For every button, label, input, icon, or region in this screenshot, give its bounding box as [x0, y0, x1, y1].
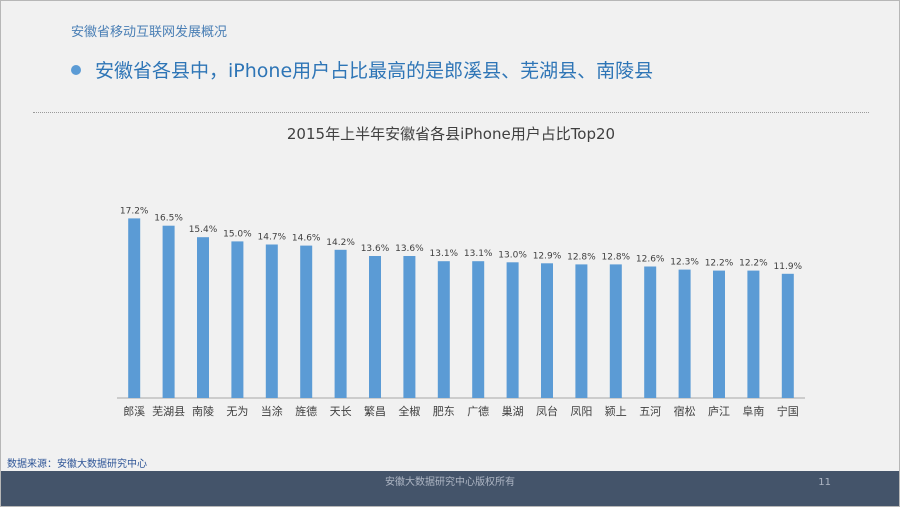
bar-11	[506, 262, 519, 398]
bar-5	[300, 245, 313, 398]
data-label-9: 13.1%	[430, 249, 459, 259]
category-label-15: 五河	[639, 405, 661, 418]
bar-14	[609, 264, 622, 398]
data-label-8: 13.6%	[395, 244, 424, 254]
category-label-2: 南陵	[192, 405, 214, 418]
data-label-17: 12.2%	[705, 259, 734, 269]
bar-6	[334, 249, 347, 398]
page-number: 11	[818, 477, 831, 488]
headline: 安徽省各县中，iPhone用户占比最高的是郎溪县、芜湖县、南陵县	[71, 56, 653, 83]
data-label-11: 13.0%	[498, 250, 527, 260]
data-label-18: 12.2%	[739, 259, 768, 269]
category-label-18: 阜南	[742, 405, 764, 418]
footer-copyright: 安徽大数据研究中心版权所有	[385, 477, 515, 488]
bar-3	[231, 241, 244, 398]
category-label-16: 宿松	[674, 404, 696, 418]
dotted-divider	[33, 112, 869, 113]
data-label-2: 15.4%	[189, 225, 218, 235]
category-label-7: 繁昌	[364, 404, 386, 418]
bar-4	[265, 244, 278, 398]
category-label-13: 凤阳	[570, 405, 592, 418]
bar-18	[747, 270, 760, 398]
bar-8	[403, 256, 416, 398]
category-label-12: 凤台	[536, 404, 558, 418]
bar-15	[644, 266, 657, 398]
bar-chart: 17.2% 郎溪 16.5% 芜湖县 15.4% 南陵 15.0% 无为 14.7% 当涂 14.6…	[117, 206, 805, 418]
bar-16	[678, 269, 691, 398]
bar-17	[713, 270, 725, 398]
bar-13	[575, 264, 588, 398]
category-label-8: 全椒	[398, 404, 420, 418]
category-label-17: 庐江	[708, 404, 730, 418]
data-label-15: 12.6%	[636, 255, 665, 265]
category-label-5: 旌德	[295, 404, 317, 418]
bar-12	[541, 263, 553, 398]
data-label-1: 16.5%	[154, 214, 183, 224]
data-source: 数据来源：安徽大数据研究中心	[7, 459, 147, 470]
data-label-4: 14.7%	[258, 233, 287, 243]
data-label-19: 11.9%	[774, 262, 803, 272]
section-title: 安徽省移动互联网发展概况	[71, 25, 228, 40]
category-label-19: 宁国	[777, 404, 799, 418]
data-label-16: 12.3%	[670, 258, 699, 268]
data-label-7: 13.6%	[361, 244, 390, 254]
category-label-6: 天长	[330, 405, 352, 418]
bar-10	[472, 261, 485, 398]
data-label-12: 12.9%	[533, 251, 562, 261]
bar-0	[128, 218, 141, 398]
bar-19	[781, 273, 794, 398]
data-label-6: 14.2%	[326, 238, 355, 248]
bar-1	[162, 225, 175, 398]
category-label-10: 广德	[467, 404, 489, 418]
category-label-9: 肥东	[433, 405, 455, 418]
data-label-5: 14.6%	[292, 234, 321, 244]
data-label-13: 12.8%	[567, 252, 596, 262]
category-label-3: 无为	[226, 405, 248, 418]
bullet-dot-icon	[71, 64, 81, 75]
category-label-11: 巢湖	[502, 405, 524, 418]
bar-7	[369, 256, 381, 398]
bar-9	[437, 261, 450, 398]
headline-text: 安徽省各县中，iPhone用户占比最高的是郎溪县、芜湖县、南陵县	[95, 60, 654, 82]
category-label-14: 颍上	[605, 405, 627, 418]
data-label-0: 17.2%	[120, 206, 149, 216]
data-label-3: 15.0%	[223, 229, 252, 239]
category-label-4: 当涂	[261, 404, 283, 418]
footer-bar: 安徽大数据研究中心版权所有 11	[1, 471, 899, 506]
category-label-0: 郎溪	[123, 404, 145, 418]
data-label-10: 13.1%	[464, 249, 493, 259]
bar-2	[197, 237, 209, 398]
chart-title: 2015年上半年安徽省各县iPhone用户占比Top20	[286, 125, 616, 143]
data-label-14: 12.8%	[602, 252, 631, 262]
category-label-1: 芜湖县	[152, 404, 185, 418]
